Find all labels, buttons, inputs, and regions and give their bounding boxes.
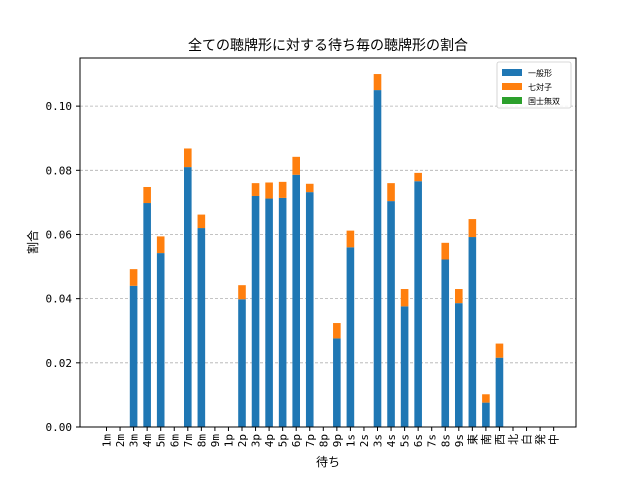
bar-6p-series-0 [292, 174, 300, 427]
x-tick-label: 北 [507, 434, 520, 445]
bar-9p-series-0 [333, 338, 341, 427]
x-tick-label: 6p [290, 434, 303, 447]
bar-東-series-0 [468, 237, 477, 427]
bar-3s-series-1 [373, 74, 382, 91]
plot-frame [79, 57, 577, 428]
bar-5s-series-0 [400, 306, 409, 427]
bar-9p-series-1 [333, 323, 341, 339]
bar-4s-series-1 [387, 183, 395, 202]
bar-6s-series-1 [414, 172, 422, 182]
x-tick-label: 9p [331, 434, 344, 447]
x-tick-label: 8p [317, 434, 330, 447]
bar-5p-series-1 [278, 181, 287, 198]
bar-5s-series-1 [400, 289, 409, 307]
y-tick-label: 0.10 [46, 100, 73, 113]
bar-8s-series-0 [441, 259, 450, 427]
x-tick-label: 8s [439, 434, 452, 447]
x-tick-label: 発 [533, 434, 547, 445]
y-tick-label: 0.08 [46, 164, 73, 177]
bar-1s-series-1 [346, 230, 355, 248]
legend-swatch-0 [502, 69, 522, 76]
bar-3m-series-0 [129, 285, 138, 427]
bars [129, 74, 504, 428]
bar-8m-series-0 [197, 228, 206, 427]
y-axis: 0.00 0.02 0.04 0.06 0.08 0.10 [46, 100, 80, 434]
bar-6p-series-1 [292, 156, 300, 175]
x-tick-label: 4s [385, 434, 398, 447]
x-tick-label: 5s [399, 434, 412, 447]
x-tick-label: 4m [141, 434, 154, 448]
bar-7p-series-1 [305, 183, 314, 193]
bar-東-series-1 [468, 219, 477, 238]
bar-3p-series-1 [251, 183, 260, 196]
x-tick-label: 5m [155, 434, 168, 448]
bar-5m-series-1 [156, 236, 165, 254]
legend-swatch-1 [502, 83, 522, 90]
y-tick-label: 0.06 [46, 228, 73, 241]
bar-7m-series-0 [184, 167, 192, 428]
x-tick-label: 2m [114, 434, 127, 448]
legend-label-1: 七対子 [528, 82, 552, 92]
bar-3m-series-1 [129, 269, 138, 286]
x-tick-label: 3s [372, 434, 385, 447]
bar-6s-series-0 [414, 181, 422, 427]
bar-4s-series-0 [387, 201, 395, 427]
bar-2p-series-1 [238, 285, 246, 300]
bar-3s-series-0 [373, 90, 382, 427]
x-tick-label: 3p [250, 434, 263, 447]
bar-4m-series-1 [143, 186, 151, 204]
legend-label-0: 一般形 [528, 68, 552, 78]
bar-9s-series-0 [455, 303, 463, 427]
bar-5m-series-0 [156, 253, 165, 427]
bar-南-series-1 [482, 394, 490, 403]
x-tick-label: 7m [182, 434, 195, 448]
x-tick-label: 6s [412, 434, 425, 447]
bar-5p-series-0 [278, 197, 287, 427]
x-tick-label: 2s [358, 434, 371, 447]
bar-西-series-1 [495, 343, 504, 358]
x-tick-label: 8m [195, 434, 208, 448]
x-tick-label: 1p [222, 434, 235, 447]
x-axis: 1m 2m 3m 4m 5m 6m 7m 8m 9m 1p 2p 3p 4p 5p 6p 7p 8p 9p 1s 2s… [101, 427, 561, 447]
bar-7m-series-1 [184, 148, 192, 168]
x-tick-label: 7p [304, 434, 317, 447]
legend-swatch-2 [502, 97, 522, 104]
chart-title: 全ての聴牌形に対する待ち毎の聴牌形の割合 [188, 37, 468, 54]
x-tick-label: 2p [236, 434, 249, 447]
bar-8s-series-1 [441, 242, 450, 260]
y-tick-label: 0.00 [46, 421, 73, 434]
bar-4p-series-1 [265, 182, 273, 199]
bar-南-series-0 [482, 402, 490, 427]
bar-4m-series-0 [143, 203, 151, 427]
x-tick-label: 西 [493, 434, 506, 445]
bar-7p-series-0 [305, 192, 314, 427]
bar-9s-series-1 [455, 289, 463, 304]
x-tick-label: 南 [480, 434, 493, 445]
legend-label-2: 国士無双 [528, 96, 560, 106]
bar-4p-series-0 [265, 198, 273, 427]
x-tick-label: 9s [453, 434, 466, 447]
x-tick-label: 中 [548, 434, 561, 445]
bar-3p-series-0 [251, 195, 260, 427]
x-axis-label: 待ち [316, 455, 340, 469]
y-axis-label: 割合 [25, 230, 40, 254]
bar-西-series-0 [495, 357, 504, 427]
x-tick-label: 1s [344, 434, 357, 447]
x-tick-label: 東 [466, 434, 479, 445]
x-tick-label: 3m [128, 434, 141, 448]
x-tick-label: 白 [520, 434, 534, 445]
x-tick-label: 7s [426, 434, 439, 447]
bar-8m-series-1 [197, 214, 206, 229]
x-tick-label: 4p [263, 434, 276, 447]
x-tick-label: 9m [209, 434, 222, 448]
x-tick-label: 6m [168, 434, 181, 448]
x-tick-label: 1m [101, 434, 114, 448]
bar-1s-series-0 [346, 247, 355, 427]
x-tick-label: 5p [277, 434, 290, 447]
y-tick-label: 0.02 [46, 357, 73, 370]
bar-2p-series-0 [238, 299, 246, 427]
y-tick-label: 0.04 [46, 293, 73, 306]
